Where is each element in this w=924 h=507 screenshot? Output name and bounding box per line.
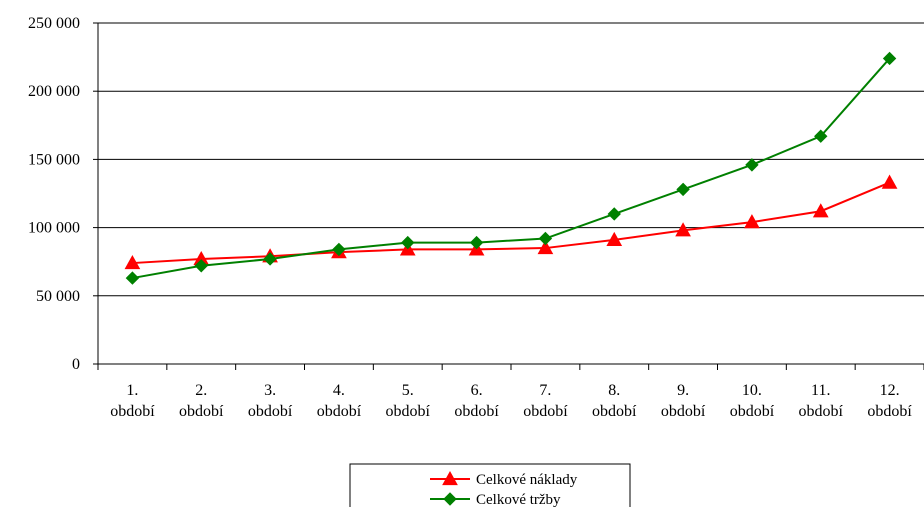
x-tick-label-9-line-2: období [730,403,775,420]
data-point-1-6 [538,231,553,246]
y-tick-label-0: 0 [72,356,80,373]
y-axis-tick-labels: 0 50 000 100 000 150 000 200 000 250 000 [28,15,80,373]
data-point-1-7 [607,207,621,221]
x-tick-label-4-line-2: období [386,403,431,420]
x-tick-label-1-line-1: 2. [195,382,207,399]
x-tick-label-5-line-2: období [454,403,499,420]
x-tick-label-6-line-2: období [523,403,568,420]
x-tick-label-3-line-1: 4. [333,382,345,399]
data-point-1-0 [125,271,140,285]
data-point-1-1 [194,259,208,273]
data-point-0-8 [675,222,691,237]
x-tick-label-11-line-1: 12. [880,382,900,399]
x-tick-label-0-line-2: období [110,403,155,420]
x-axis-tick-labels: 1. období 2. období 3. období 4. období 5. období… [110,382,912,420]
legend-marker-1 [443,492,457,506]
series-line-1 [132,57,891,280]
data-point-1-10 [814,129,828,143]
series-1 [125,51,897,285]
x-tick-label-2-line-1: 3. [264,382,276,399]
x-tick-label-4-line-1: 5. [402,382,414,399]
series-line-0 [132,181,890,265]
series-lines [124,51,898,285]
data-point-0-11 [881,174,898,189]
data-point-1-11 [882,51,897,66]
data-point-1-8 [676,182,690,197]
legend: Celkové náklady Celkové tržby [349,463,631,507]
y-tick-label-4: 200 000 [28,83,80,100]
data-point-0-10 [812,203,829,218]
series-0 [124,174,898,270]
data-point-1-2 [263,252,277,266]
y-tick-label-2: 100 000 [28,220,80,237]
data-point-1-5 [469,235,484,250]
axes [93,22,924,370]
legend-marker-0 [442,470,458,486]
x-tick-label-10-line-2: období [799,403,844,420]
legend-box [349,463,631,507]
x-tick-label-6-line-1: 7. [539,382,551,399]
legend-label-1: Celkové tržby [476,492,561,507]
x-tick-label-1-line-2: období [179,403,224,420]
x-tick-label-5-line-1: 6. [471,382,483,399]
x-tick-label-3-line-2: období [317,403,362,420]
data-point-1-9 [745,158,759,172]
data-point-0-9 [744,214,760,229]
data-point-0-6 [537,240,554,255]
x-tick-label-8-line-2: období [661,403,706,420]
x-tick-label-7-line-1: 8. [608,382,620,399]
data-point-0-7 [606,231,623,246]
x-tick-label-2-line-2: období [248,403,293,420]
x-tick-label-8-line-1: 9. [677,382,689,399]
x-tick-label-0-line-1: 1. [126,382,138,399]
grid-lines [98,22,924,297]
x-tick-label-11-line-2: období [867,403,912,420]
y-tick-label-5: 250 000 [28,15,80,32]
x-tick-label-9-line-1: 10. [742,382,762,399]
x-tick-label-7-line-2: období [592,403,637,420]
legend-item-0: Celkové náklady [430,470,578,488]
y-tick-label-3: 150 000 [28,151,80,168]
legend-item-1: Celkové tržby [430,492,561,507]
data-point-1-4 [401,235,415,250]
x-tick-label-10-line-1: 11. [811,382,830,399]
y-tick-label-1: 50 000 [36,288,80,305]
data-point-0-0 [124,255,141,270]
data-point-1-3 [332,242,346,257]
legend-label-0: Celkové náklady [476,472,578,488]
